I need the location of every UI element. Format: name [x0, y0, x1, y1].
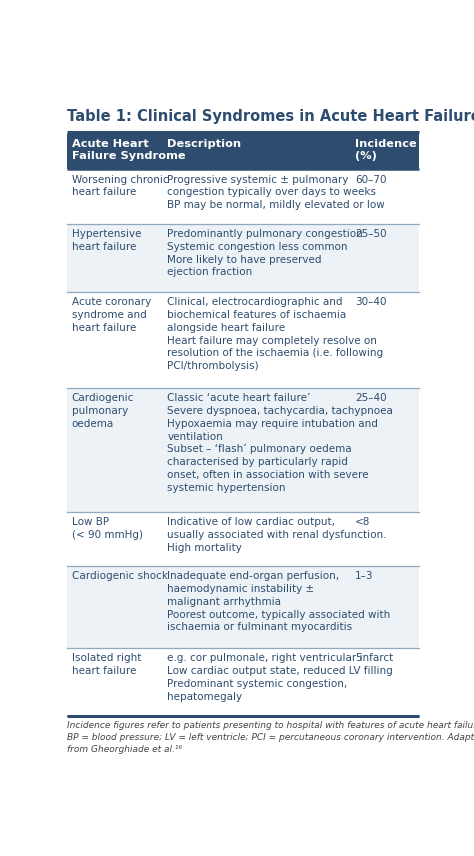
Text: Worsening chronic
heart failure: Worsening chronic heart failure: [72, 175, 168, 198]
Text: 5: 5: [355, 653, 362, 663]
Bar: [67, 223, 419, 292]
Bar: [67, 648, 419, 716]
Text: Description: Description: [167, 139, 241, 149]
Text: Progressive systemic ± pulmonary
congestion typically over days to weeks
BP may : Progressive systemic ± pulmonary congest…: [167, 175, 385, 211]
Text: Acute Heart
Failure Syndrome: Acute Heart Failure Syndrome: [72, 139, 185, 161]
Text: Cardiogenic
pulmonary
oedema: Cardiogenic pulmonary oedema: [72, 393, 134, 429]
Text: Hypertensive
heart failure: Hypertensive heart failure: [72, 229, 141, 252]
Text: 25–50: 25–50: [355, 229, 387, 239]
Bar: [67, 169, 419, 223]
Text: Incidence figures refer to patients presenting to hospital with features of acut: Incidence figures refer to patients pres…: [67, 721, 474, 754]
Text: Cardiogenic shock: Cardiogenic shock: [72, 571, 168, 581]
Text: Isolated right
heart failure: Isolated right heart failure: [72, 653, 141, 676]
Text: 30–40: 30–40: [355, 297, 387, 307]
Bar: [67, 292, 419, 388]
Text: Table 1: Clinical Syndromes in Acute Heart Failure: Table 1: Clinical Syndromes in Acute Hea…: [67, 109, 474, 124]
Text: Indicative of low cardiac output,
usually associated with renal dysfunction.
Hig: Indicative of low cardiac output, usuall…: [167, 517, 387, 552]
Text: <8: <8: [355, 517, 371, 527]
Bar: [67, 566, 419, 648]
Bar: [67, 512, 419, 566]
Bar: [67, 134, 419, 169]
Text: 25–40: 25–40: [355, 393, 387, 403]
Text: Acute coronary
syndrome and
heart failure: Acute coronary syndrome and heart failur…: [72, 297, 151, 333]
Text: Clinical, electrocardiographic and
biochemical features of ischaemia
alongside h: Clinical, electrocardiographic and bioch…: [167, 297, 383, 372]
Text: Inadequate end-organ perfusion,
haemodynamic instability ±
malignant arrhythmia
: Inadequate end-organ perfusion, haemodyn…: [167, 571, 391, 633]
Text: 1–3: 1–3: [355, 571, 374, 581]
Text: Incidence
(%): Incidence (%): [355, 139, 417, 161]
Bar: [67, 388, 419, 512]
Text: Predominantly pulmonary congestion
Systemic congestion less common
More likely t: Predominantly pulmonary congestion Syste…: [167, 229, 363, 277]
Text: e.g. cor pulmonale, right ventricular infarct
Low cardiac output state, reduced : e.g. cor pulmonale, right ventricular in…: [167, 653, 393, 702]
Text: Low BP
(< 90 mmHg): Low BP (< 90 mmHg): [72, 517, 143, 540]
Text: 60–70: 60–70: [355, 175, 387, 185]
Text: Classic ‘acute heart failure’
Severe dyspnoea, tachycardia, tachypnoea
Hypoxaemi: Classic ‘acute heart failure’ Severe dys…: [167, 393, 393, 493]
